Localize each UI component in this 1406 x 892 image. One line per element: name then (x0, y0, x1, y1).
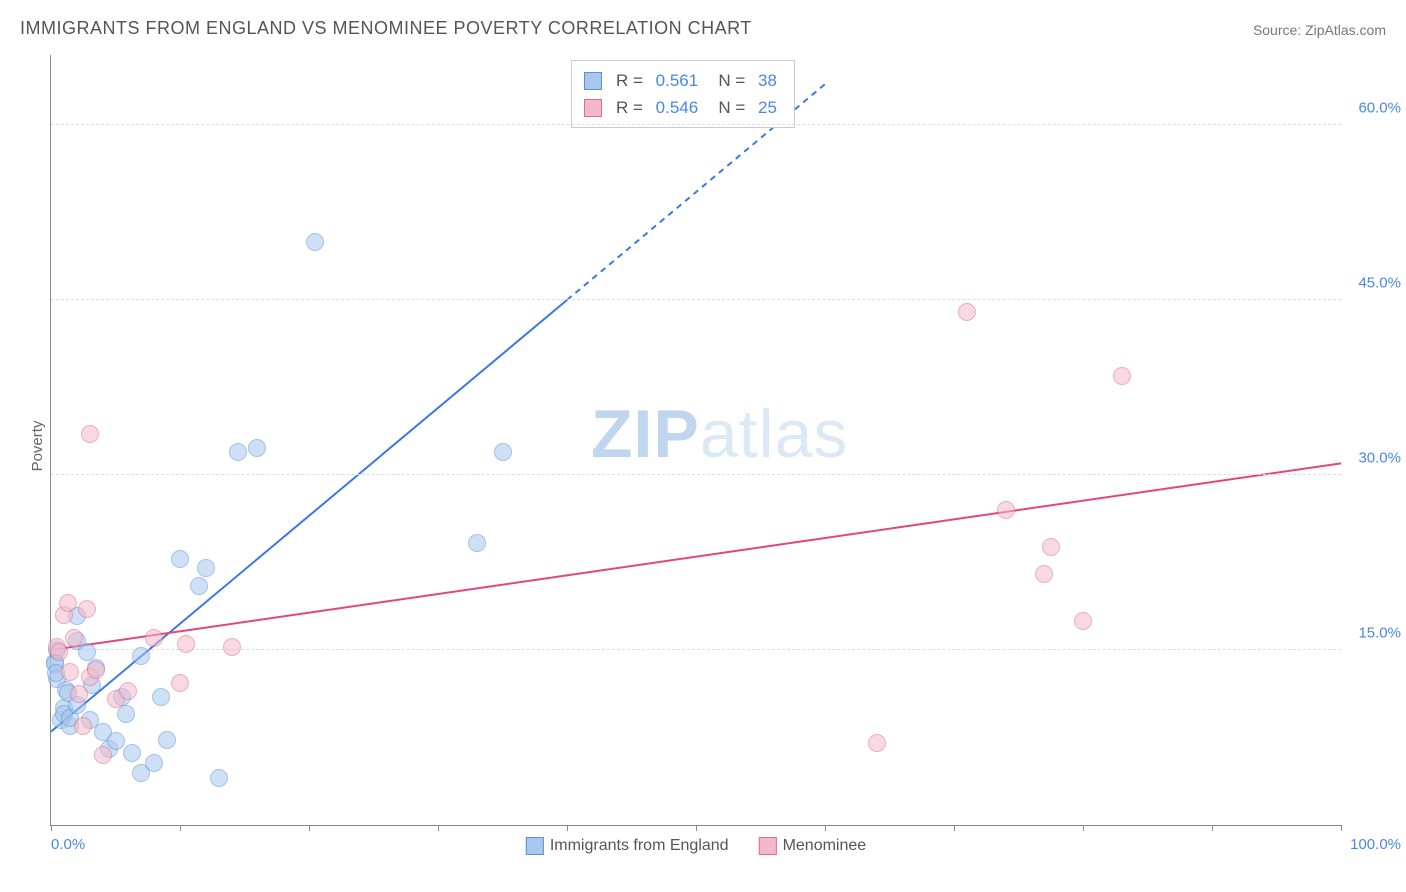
y-tick-label: 15.0% (1346, 625, 1401, 642)
x-tick (696, 825, 697, 831)
data-point-menominee (177, 635, 195, 653)
data-point-menominee (61, 663, 79, 681)
grid-line (51, 474, 1341, 475)
data-point-menominee (1035, 565, 1053, 583)
data-point-menominee (59, 594, 77, 612)
legend-row-england: R = 0.561 N = 38 (584, 67, 782, 94)
legend-row-menominee: R = 0.546 N = 25 (584, 94, 782, 121)
x-tick (180, 825, 181, 831)
data-point-england (158, 731, 176, 749)
x-tick (51, 825, 52, 831)
r-value: 0.546 (656, 94, 706, 121)
data-point-england (210, 769, 228, 787)
data-point-england (190, 577, 208, 595)
data-point-england (107, 732, 125, 750)
data-point-menominee (958, 303, 976, 321)
n-value: 38 (758, 67, 782, 94)
legend-label: Menominee (783, 837, 867, 854)
correlation-legend: R = 0.561 N = 38R = 0.546 N = 25 (571, 60, 795, 128)
data-point-england (123, 744, 141, 762)
data-point-menominee (87, 661, 105, 679)
x-axis-min-label: 0.0% (51, 836, 85, 853)
x-tick (567, 825, 568, 831)
x-tick (1212, 825, 1213, 831)
scatter-chart: ZIPatlas R = 0.561 N = 38R = 0.546 N = 2… (50, 55, 1341, 826)
x-tick (309, 825, 310, 831)
x-tick (1341, 825, 1342, 831)
data-point-menominee (223, 638, 241, 656)
data-point-menominee (1074, 612, 1092, 630)
r-label: R = (616, 94, 648, 121)
data-point-england (248, 439, 266, 457)
data-point-england (117, 705, 135, 723)
r-label: R = (616, 67, 648, 94)
x-tick (438, 825, 439, 831)
data-point-menominee (1113, 367, 1131, 385)
x-tick (1083, 825, 1084, 831)
y-tick-label: 30.0% (1346, 450, 1401, 467)
data-point-menominee (145, 629, 163, 647)
x-tick (954, 825, 955, 831)
n-label: N = (714, 67, 750, 94)
data-point-england (152, 688, 170, 706)
data-point-menominee (868, 734, 886, 752)
data-point-england (145, 754, 163, 772)
legend-item-menominee: Menominee (759, 837, 867, 855)
data-point-menominee (50, 643, 68, 661)
y-tick-label: 45.0% (1346, 275, 1401, 292)
legend-item-england: Immigrants from England (526, 837, 729, 855)
r-value: 0.561 (656, 67, 706, 94)
data-point-menominee (171, 674, 189, 692)
data-point-menominee (1042, 538, 1060, 556)
data-point-england (171, 550, 189, 568)
trend-lines (51, 55, 1341, 825)
data-point-menominee (74, 717, 92, 735)
grid-line (51, 299, 1341, 300)
data-point-menominee (78, 600, 96, 618)
source-label: Source: ZipAtlas.com (1253, 22, 1386, 38)
swatch-icon (584, 72, 602, 90)
data-point-menominee (65, 629, 83, 647)
data-point-menominee (997, 501, 1015, 519)
data-point-menominee (94, 746, 112, 764)
data-point-england (468, 534, 486, 552)
n-value: 25 (758, 94, 782, 121)
data-point-menominee (70, 685, 88, 703)
data-point-england (306, 233, 324, 251)
chart-title: IMMIGRANTS FROM ENGLAND VS MENOMINEE POV… (20, 18, 752, 39)
data-point-england (494, 443, 512, 461)
data-point-england (197, 559, 215, 577)
data-point-england (132, 647, 150, 665)
grid-line (51, 124, 1341, 125)
data-point-england (229, 443, 247, 461)
swatch-icon (526, 837, 544, 855)
grid-line (51, 649, 1341, 650)
y-tick-label: 60.0% (1346, 100, 1401, 117)
x-tick (825, 825, 826, 831)
data-point-menominee (81, 425, 99, 443)
y-axis-label: Poverty (29, 421, 46, 472)
swatch-icon (584, 99, 602, 117)
n-label: N = (714, 94, 750, 121)
swatch-icon (759, 837, 777, 855)
x-axis-max-label: 100.0% (1350, 836, 1401, 853)
data-point-menominee (119, 682, 137, 700)
legend-label: Immigrants from England (550, 837, 729, 854)
series-legend: Immigrants from England Menominee (526, 837, 866, 855)
